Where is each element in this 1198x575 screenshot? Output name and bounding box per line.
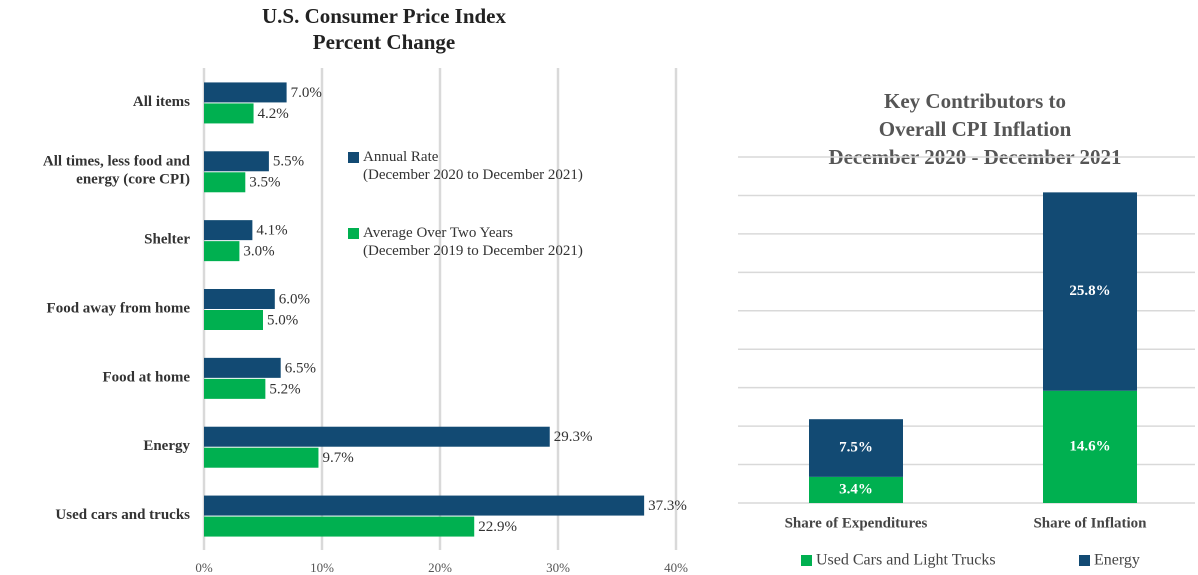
data-label: 14.6%: [1069, 438, 1110, 454]
category-label: All items: [133, 94, 190, 110]
data-label: 4.2%: [258, 106, 289, 122]
bar: [204, 172, 246, 193]
category-label: Food away from home: [47, 300, 191, 316]
legend-label: Used Cars and Light Trucks: [816, 552, 996, 569]
x-tick-label: 0%: [195, 560, 213, 575]
data-label: 7.0%: [291, 85, 322, 101]
x-tick-label: 10%: [310, 560, 334, 575]
data-label: 3.0%: [243, 244, 274, 260]
bar: [204, 289, 275, 309]
data-label: 4.1%: [256, 223, 287, 239]
chart-title: Percent Change: [313, 30, 456, 54]
data-label: 5.5%: [273, 154, 304, 170]
x-tick-label: 20%: [428, 560, 452, 575]
bar: [204, 103, 254, 124]
bar-segment: [809, 419, 903, 477]
bar: [204, 516, 475, 537]
legend-swatch: [348, 228, 359, 239]
category-label: Food at home: [103, 369, 191, 385]
legend-label: Annual Rate (December 2020 to December 20…: [363, 149, 583, 183]
bar: [204, 310, 263, 330]
legend-swatch: [801, 555, 812, 566]
bar: [204, 495, 645, 516]
category-label: Energy: [143, 438, 190, 454]
chart-title: U.S. Consumer Price Index: [262, 4, 507, 28]
legend-label: Energy: [1094, 552, 1140, 569]
legend-swatch: [348, 152, 359, 163]
bar: [204, 378, 266, 399]
category-label: Used cars and trucks: [55, 507, 190, 523]
bar: [204, 82, 287, 103]
category-label: Share of Expenditures: [785, 515, 928, 531]
category-label: Share of Inflation: [1033, 515, 1147, 531]
bar: [204, 447, 319, 468]
x-tick-label: 30%: [546, 560, 570, 575]
chart-title: Overall CPI Inflation: [879, 117, 1072, 141]
bar: [204, 357, 281, 378]
bar-segment: [1043, 192, 1137, 391]
data-label: 37.3%: [648, 498, 687, 514]
data-label: 6.0%: [279, 291, 310, 307]
data-label: 3.4%: [839, 481, 873, 497]
legend-label: Average Over Two Years (December 2019 to …: [363, 225, 583, 259]
data-label: 22.9%: [478, 519, 517, 535]
data-label: 5.0%: [267, 312, 298, 328]
bar: [204, 241, 240, 262]
category-label: Shelter: [144, 232, 190, 248]
legend-swatch: [1079, 555, 1090, 566]
data-label: 5.2%: [269, 381, 300, 397]
category-label: All times, less food and energy (core CPI…: [43, 154, 191, 188]
data-label: 9.7%: [322, 450, 353, 466]
chart-title: Key Contributors to: [884, 89, 1066, 113]
data-label: 29.3%: [554, 429, 593, 445]
bar: [204, 151, 269, 172]
data-label: 7.5%: [839, 439, 873, 455]
bar: [204, 220, 253, 241]
data-label: 3.5%: [249, 175, 280, 191]
bar-segment: [809, 476, 903, 503]
data-label: 25.8%: [1069, 283, 1110, 299]
bar-segment: [1043, 390, 1137, 503]
x-tick-label: 40%: [664, 560, 688, 575]
data-label: 6.5%: [285, 360, 316, 376]
bar: [204, 426, 550, 447]
